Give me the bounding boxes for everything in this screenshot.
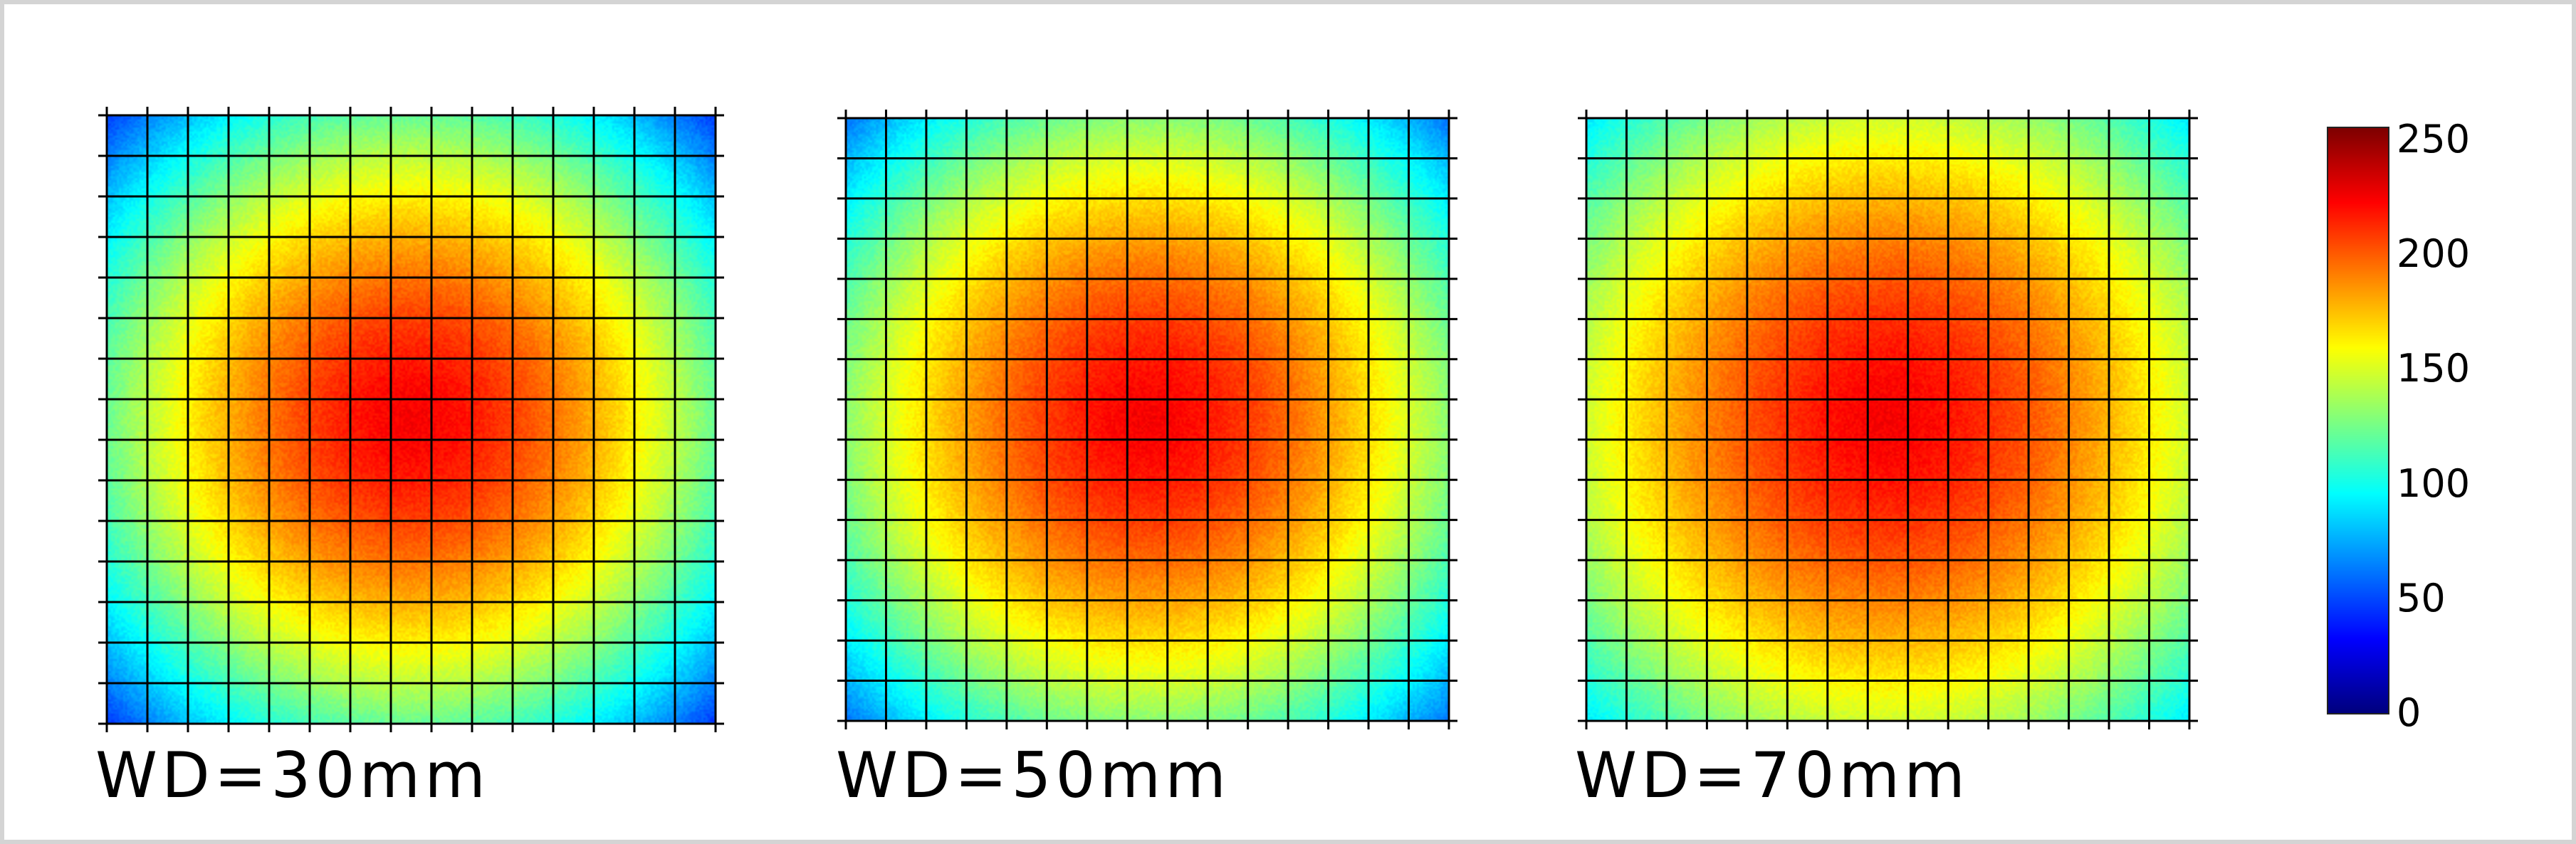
heatmap-wd-70mm <box>1578 110 2198 729</box>
colorbar-tick-label: 0 <box>2397 690 2421 735</box>
panel-label-wd-30mm: WD=30mm <box>95 739 490 812</box>
heatmap-grid <box>1578 110 2198 729</box>
heatmap-wd-30mm <box>98 107 724 732</box>
heatmap-wd-50mm <box>837 110 1457 729</box>
panel-label-wd-50mm: WD=50mm <box>836 739 1230 812</box>
colorbar-gradient <box>2328 128 2388 713</box>
colorbar <box>2327 127 2389 714</box>
heatmap-grid <box>837 110 1457 729</box>
heatmap-grid <box>98 107 724 732</box>
heatmap-image <box>1586 118 2189 721</box>
panel-label-wd-70mm: WD=70mm <box>1575 739 1969 812</box>
colorbar-tick-label: 200 <box>2397 231 2471 277</box>
heatmap-image <box>846 118 1449 721</box>
colorbar-tick-label: 150 <box>2397 346 2471 391</box>
heatmap-image <box>107 115 716 724</box>
colorbar-tick-label: 50 <box>2397 575 2446 621</box>
colorbar-tick-label: 250 <box>2397 117 2471 162</box>
colorbar-tick-label: 100 <box>2397 460 2471 506</box>
